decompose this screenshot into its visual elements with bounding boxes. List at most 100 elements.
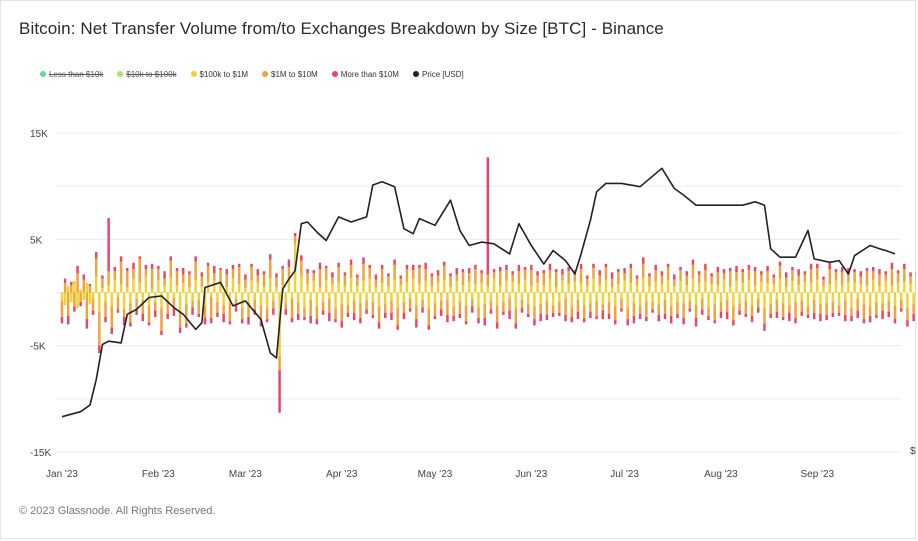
bar-segment — [172, 297, 176, 308]
bar-segment — [495, 305, 499, 323]
bar-segment — [856, 298, 859, 311]
legend-item-0[interactable]: Less than $10k — [40, 70, 103, 79]
bar-segment — [343, 275, 347, 286]
bar-segment — [446, 292, 449, 300]
bar-segment — [635, 285, 639, 293]
bar-segment — [645, 301, 648, 317]
bar-segment — [875, 302, 878, 315]
bar-segment — [741, 282, 744, 293]
bar-segment — [194, 261, 197, 280]
bar-segment — [119, 256, 123, 262]
bar-segment — [604, 279, 608, 293]
bar-segment — [337, 282, 340, 293]
bar-segment — [738, 292, 741, 304]
legend-item-1[interactable]: $10k to $100k — [117, 70, 177, 79]
bar-segment — [346, 305, 350, 313]
bar-segment — [63, 282, 67, 293]
bar-segment — [511, 271, 514, 275]
bar-segment — [349, 259, 353, 265]
bar-segment — [530, 286, 533, 293]
bar-segment — [349, 264, 353, 278]
bar-segment — [775, 292, 779, 300]
bar-segment — [85, 292, 89, 320]
bar-segment — [495, 322, 499, 329]
bar-segment — [492, 278, 496, 293]
bar-segment — [697, 282, 701, 293]
bar-segment — [697, 274, 701, 283]
bar-segment — [88, 292, 92, 305]
bar-segment — [241, 292, 244, 308]
bar-segment — [669, 315, 673, 324]
bar-segment — [213, 273, 216, 281]
bar-segment — [784, 272, 788, 278]
bar-segment — [160, 330, 163, 336]
bar-segment — [390, 312, 393, 321]
bar-segment — [66, 286, 70, 293]
legend-item-3[interactable]: $1M to $10M — [262, 70, 318, 79]
bar-segment — [663, 292, 667, 300]
bar-segment — [719, 292, 723, 303]
bar-segment — [719, 311, 723, 319]
bar-segment — [831, 312, 835, 317]
bar-segment — [909, 272, 912, 277]
bar-segment — [216, 302, 219, 313]
bar-segment — [206, 265, 210, 282]
bar-segment — [570, 316, 573, 323]
bar-segment — [132, 278, 135, 293]
bar-segment — [548, 278, 552, 293]
bar-segment — [735, 280, 738, 293]
bar-segment — [499, 285, 502, 293]
bar-segment — [523, 266, 527, 271]
bar-segment — [781, 303, 785, 317]
bar-segment — [98, 292, 101, 312]
bar-segment — [219, 270, 222, 286]
bar-segment — [881, 310, 884, 320]
legend-dot-icon — [262, 71, 269, 77]
bar-segment — [359, 318, 362, 324]
bar-segment — [812, 299, 816, 313]
bar-segment — [188, 271, 191, 275]
x-tick-label: Aug '23 — [704, 469, 738, 480]
bar-segment — [809, 269, 813, 283]
bar-segment — [492, 272, 496, 279]
bar-segment — [517, 271, 521, 284]
bar-segment — [234, 305, 238, 312]
bar-segment — [380, 269, 384, 283]
bar-segment — [769, 292, 772, 305]
bar-segment — [104, 292, 107, 303]
bar-segment — [169, 260, 173, 278]
bar-segment — [800, 292, 803, 302]
price-layer — [61, 167, 896, 418]
bar-segment — [129, 292, 132, 304]
bar-segment — [878, 274, 881, 287]
bar-segment — [321, 292, 325, 303]
bar-segment — [231, 269, 235, 279]
legend-item-5[interactable]: Price [USD] — [412, 70, 464, 79]
bar-segment — [191, 301, 194, 308]
bar-segment — [107, 271, 110, 286]
bar-segment — [66, 315, 70, 325]
legend-item-4[interactable]: More than $10M — [331, 70, 399, 79]
bar-segment — [380, 264, 384, 270]
bar-segment — [405, 281, 409, 293]
bar-segment — [433, 315, 437, 320]
bar-segment — [570, 307, 573, 317]
bar-segment — [200, 276, 204, 287]
bar-segment — [903, 263, 906, 270]
bar-segment — [831, 302, 835, 313]
bar-segment — [399, 278, 403, 286]
bar-segment — [188, 274, 191, 288]
bar-segment — [890, 269, 894, 286]
bar-segment — [439, 309, 443, 316]
bar-segment — [228, 303, 232, 322]
bar-segment — [912, 313, 915, 322]
bar-segment — [231, 264, 235, 270]
bar-segment — [788, 312, 791, 322]
bar-segment — [293, 236, 297, 245]
legend-item-2[interactable]: $100k to $1M — [190, 70, 248, 79]
bar-segment — [455, 268, 458, 275]
bar-segment — [806, 306, 810, 315]
bar-segment — [458, 313, 462, 319]
bar-segment — [144, 269, 148, 276]
bar-segment — [352, 312, 356, 321]
